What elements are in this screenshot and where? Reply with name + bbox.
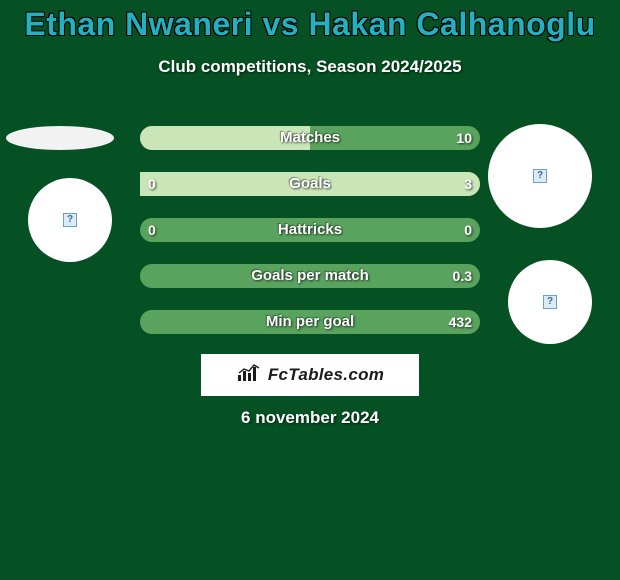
bar-chart-icon bbox=[236, 363, 264, 388]
stat-label: Hattricks bbox=[140, 218, 480, 242]
avatar-right-top: ? bbox=[488, 124, 592, 228]
avatar-right-bottom: ? bbox=[508, 260, 592, 344]
broken-image-icon: ? bbox=[533, 169, 547, 183]
stat-label: Goals bbox=[140, 172, 480, 196]
page-title: Ethan Nwaneri vs Hakan Calhanoglu bbox=[0, 0, 620, 43]
decorative-ellipse bbox=[6, 126, 114, 150]
stat-label: Min per goal bbox=[140, 310, 480, 334]
page-subtitle: Club competitions, Season 2024/2025 bbox=[0, 57, 620, 77]
stat-bar: 00Hattricks bbox=[140, 218, 480, 242]
branding-text: FcTables.com bbox=[268, 365, 384, 385]
stat-bar: 10Matches bbox=[140, 126, 480, 150]
stat-label: Goals per match bbox=[140, 264, 480, 288]
stat-bar: 0.3Goals per match bbox=[140, 264, 480, 288]
avatar-left: ? bbox=[28, 178, 112, 262]
broken-image-icon: ? bbox=[543, 295, 557, 309]
date-text: 6 november 2024 bbox=[0, 408, 620, 428]
stat-bar: 03Goals bbox=[140, 172, 480, 196]
branding-box: FcTables.com bbox=[201, 354, 419, 396]
broken-image-icon: ? bbox=[63, 213, 77, 227]
comparison-bars: 10Matches 03Goals 00Hattricks 0.3Goals per … bbox=[140, 126, 480, 356]
stat-bar: 432Min per goal bbox=[140, 310, 480, 334]
stat-label: Matches bbox=[140, 126, 480, 150]
